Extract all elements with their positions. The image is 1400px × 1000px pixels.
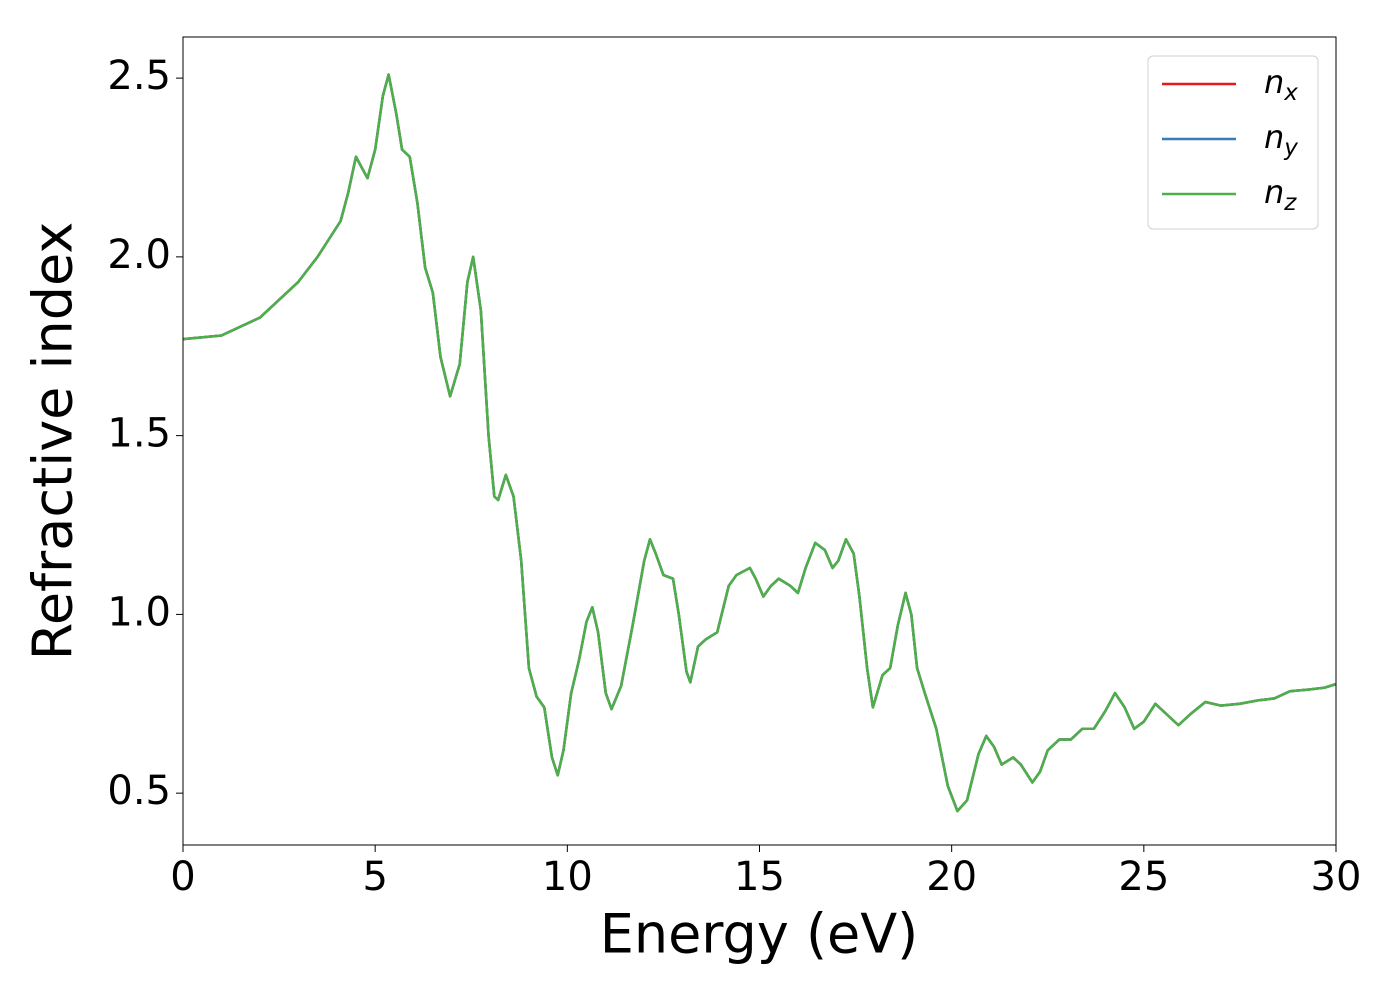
y-tick-label: 0.5 xyxy=(107,768,171,814)
legend-label: nx xyxy=(1264,63,1298,106)
x-tick-label: 25 xyxy=(1118,854,1169,900)
x-tick-label: 0 xyxy=(170,854,195,900)
y-tick-label: 2.0 xyxy=(107,232,171,278)
x-tick-label: 10 xyxy=(542,854,593,900)
legend-label: ny xyxy=(1264,118,1298,161)
legend-box xyxy=(1147,55,1319,230)
y-tick-label: 1.5 xyxy=(107,411,171,457)
x-axis-label: Energy (eV) xyxy=(600,903,919,966)
y-tick-label: 2.5 xyxy=(107,53,171,99)
x-tick-label: 20 xyxy=(926,854,977,900)
plot-frame xyxy=(182,36,1337,846)
x-tick-label: 30 xyxy=(1311,854,1362,900)
x-tick-label: 5 xyxy=(362,854,387,900)
legend-label: nz xyxy=(1264,173,1297,216)
y-tick-label: 1.0 xyxy=(107,589,171,635)
x-tick-label: 15 xyxy=(734,854,785,900)
y-axis-label: Refractive index xyxy=(22,222,85,661)
series-line xyxy=(182,73,1337,813)
